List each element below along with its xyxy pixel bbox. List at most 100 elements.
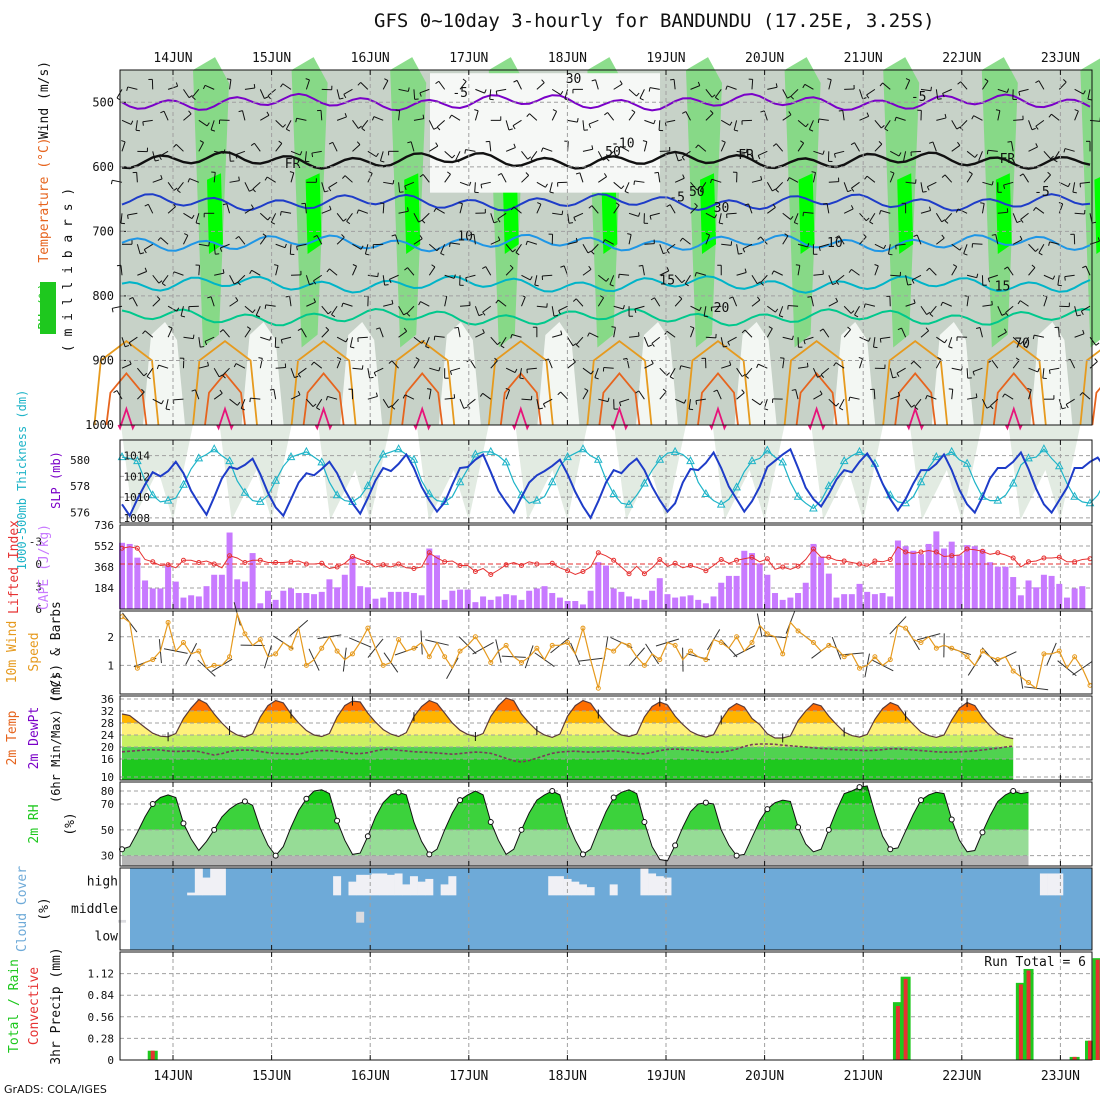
lifted-index-marker bbox=[288, 559, 294, 565]
wind-barb-flag bbox=[779, 315, 784, 318]
wind-barb bbox=[1074, 212, 1085, 215]
thickness-marker bbox=[317, 457, 327, 466]
wind-barb bbox=[260, 114, 270, 121]
wind-barb-flag bbox=[1047, 171, 1051, 176]
wind-barb-flag bbox=[723, 345, 728, 348]
wind-barb-flag bbox=[126, 86, 129, 91]
wind-barb-flag bbox=[129, 360, 132, 365]
wind-barb bbox=[644, 363, 654, 369]
wind-speed-marker bbox=[488, 660, 494, 666]
wind-barb-flag bbox=[653, 119, 656, 124]
lifted-index-marker bbox=[857, 561, 863, 567]
footer-credit: GrADS: COLA/IGES bbox=[4, 1083, 107, 1096]
wind-barb bbox=[513, 206, 522, 214]
wind-barb-flag bbox=[664, 122, 667, 127]
wind-barb bbox=[529, 113, 538, 121]
wind-speed-marker bbox=[150, 657, 156, 663]
wind-barb-flag bbox=[638, 212, 641, 217]
wind-barb-flag bbox=[679, 237, 684, 242]
wind-barb bbox=[582, 120, 585, 131]
wind-speed-marker bbox=[734, 634, 740, 640]
wind-axis-label: Wind (m/s) bbox=[37, 61, 52, 139]
wind-barb bbox=[582, 390, 589, 400]
thickness-marker bbox=[732, 482, 741, 491]
wind-barb-flag bbox=[375, 327, 380, 330]
wind-barb bbox=[252, 181, 261, 190]
thickness-marker bbox=[993, 495, 1003, 504]
cloud-bar bbox=[440, 884, 449, 896]
wind-barb-flag bbox=[694, 202, 698, 207]
wind-barb bbox=[1028, 389, 1032, 400]
cape-bar bbox=[410, 593, 417, 609]
cape-bar bbox=[495, 596, 502, 609]
lifted-index-marker bbox=[196, 560, 202, 565]
wind-barb bbox=[674, 274, 683, 284]
wind-barb bbox=[1034, 334, 1045, 338]
wind-barb-flag bbox=[264, 304, 267, 309]
wind-barb-flag bbox=[462, 78, 467, 82]
wind-barb bbox=[551, 88, 561, 96]
wind-barb-flag bbox=[847, 326, 851, 330]
wind-barb-flag bbox=[371, 116, 375, 121]
wind-barb-flag bbox=[404, 185, 407, 190]
wind-barb-flag bbox=[1037, 368, 1040, 373]
wind-barb-flag bbox=[715, 97, 719, 101]
top-date-label: 17JUN bbox=[449, 51, 488, 66]
wind-barb bbox=[639, 89, 645, 99]
lifted-index-marker bbox=[549, 560, 555, 566]
wind-barb-flag bbox=[719, 222, 724, 225]
wind-barb bbox=[490, 360, 498, 369]
wind-barb-flag bbox=[695, 144, 699, 149]
wind-barb-flag bbox=[617, 146, 621, 151]
wind-barb-flag bbox=[144, 267, 148, 272]
wind-barb bbox=[695, 398, 706, 402]
cape-bar bbox=[979, 549, 986, 609]
wind-barb-flag bbox=[223, 149, 226, 154]
wind-speed-marker bbox=[872, 654, 878, 660]
wind-barb bbox=[321, 209, 332, 214]
cape-bar bbox=[579, 604, 586, 609]
wind-barb bbox=[229, 79, 232, 90]
wind-barb-flag bbox=[1057, 284, 1062, 287]
wind-barb-flag bbox=[465, 277, 468, 282]
wind-barb bbox=[696, 272, 707, 276]
wind-barb bbox=[282, 83, 292, 90]
wind-barb-flag bbox=[647, 344, 653, 347]
rh-saturated-core bbox=[502, 173, 519, 254]
wind-barb bbox=[936, 117, 947, 121]
wind-barb bbox=[634, 180, 645, 183]
wind-barb bbox=[336, 89, 341, 100]
wind-barb-flag bbox=[309, 283, 314, 286]
wind-barb bbox=[951, 367, 962, 371]
contour-label: 10 bbox=[827, 236, 843, 251]
cape-bar bbox=[810, 543, 817, 609]
wind-barb-flag bbox=[285, 295, 290, 298]
contour-label: -5 bbox=[669, 191, 685, 206]
wind-barb bbox=[266, 176, 276, 183]
wind-barb bbox=[398, 110, 401, 121]
wind-barb-flag bbox=[297, 328, 302, 331]
wind-barb-flag bbox=[219, 329, 224, 333]
lifted-index-tick-label: -3 bbox=[29, 536, 42, 549]
wind-barb-flag bbox=[237, 281, 241, 286]
wind-barb-flag bbox=[1019, 173, 1024, 177]
wind-barb bbox=[603, 367, 614, 369]
slp-tick-label: 1010 bbox=[124, 491, 151, 504]
wind-barb-flag bbox=[1035, 125, 1039, 130]
thickness-marker bbox=[809, 503, 818, 512]
cloud-axis-label: Cloud Cover bbox=[15, 866, 30, 952]
boundary-layer-isotherm bbox=[302, 371, 345, 426]
cloud-bar bbox=[348, 881, 357, 896]
wind-barb-flag bbox=[695, 400, 698, 405]
wind-barb-flag bbox=[157, 237, 162, 241]
rh-band bbox=[122, 785, 1029, 792]
wind-barb bbox=[244, 328, 251, 338]
wind-barb bbox=[896, 367, 906, 374]
wind-barb bbox=[195, 213, 200, 224]
wind-barb-flag bbox=[602, 157, 607, 161]
wind-barb bbox=[1074, 333, 1085, 338]
wind-barb-flag bbox=[700, 190, 704, 194]
wind-barb-flag bbox=[431, 264, 436, 268]
wind-speed-marker bbox=[764, 631, 770, 637]
wind-barb bbox=[987, 149, 998, 152]
